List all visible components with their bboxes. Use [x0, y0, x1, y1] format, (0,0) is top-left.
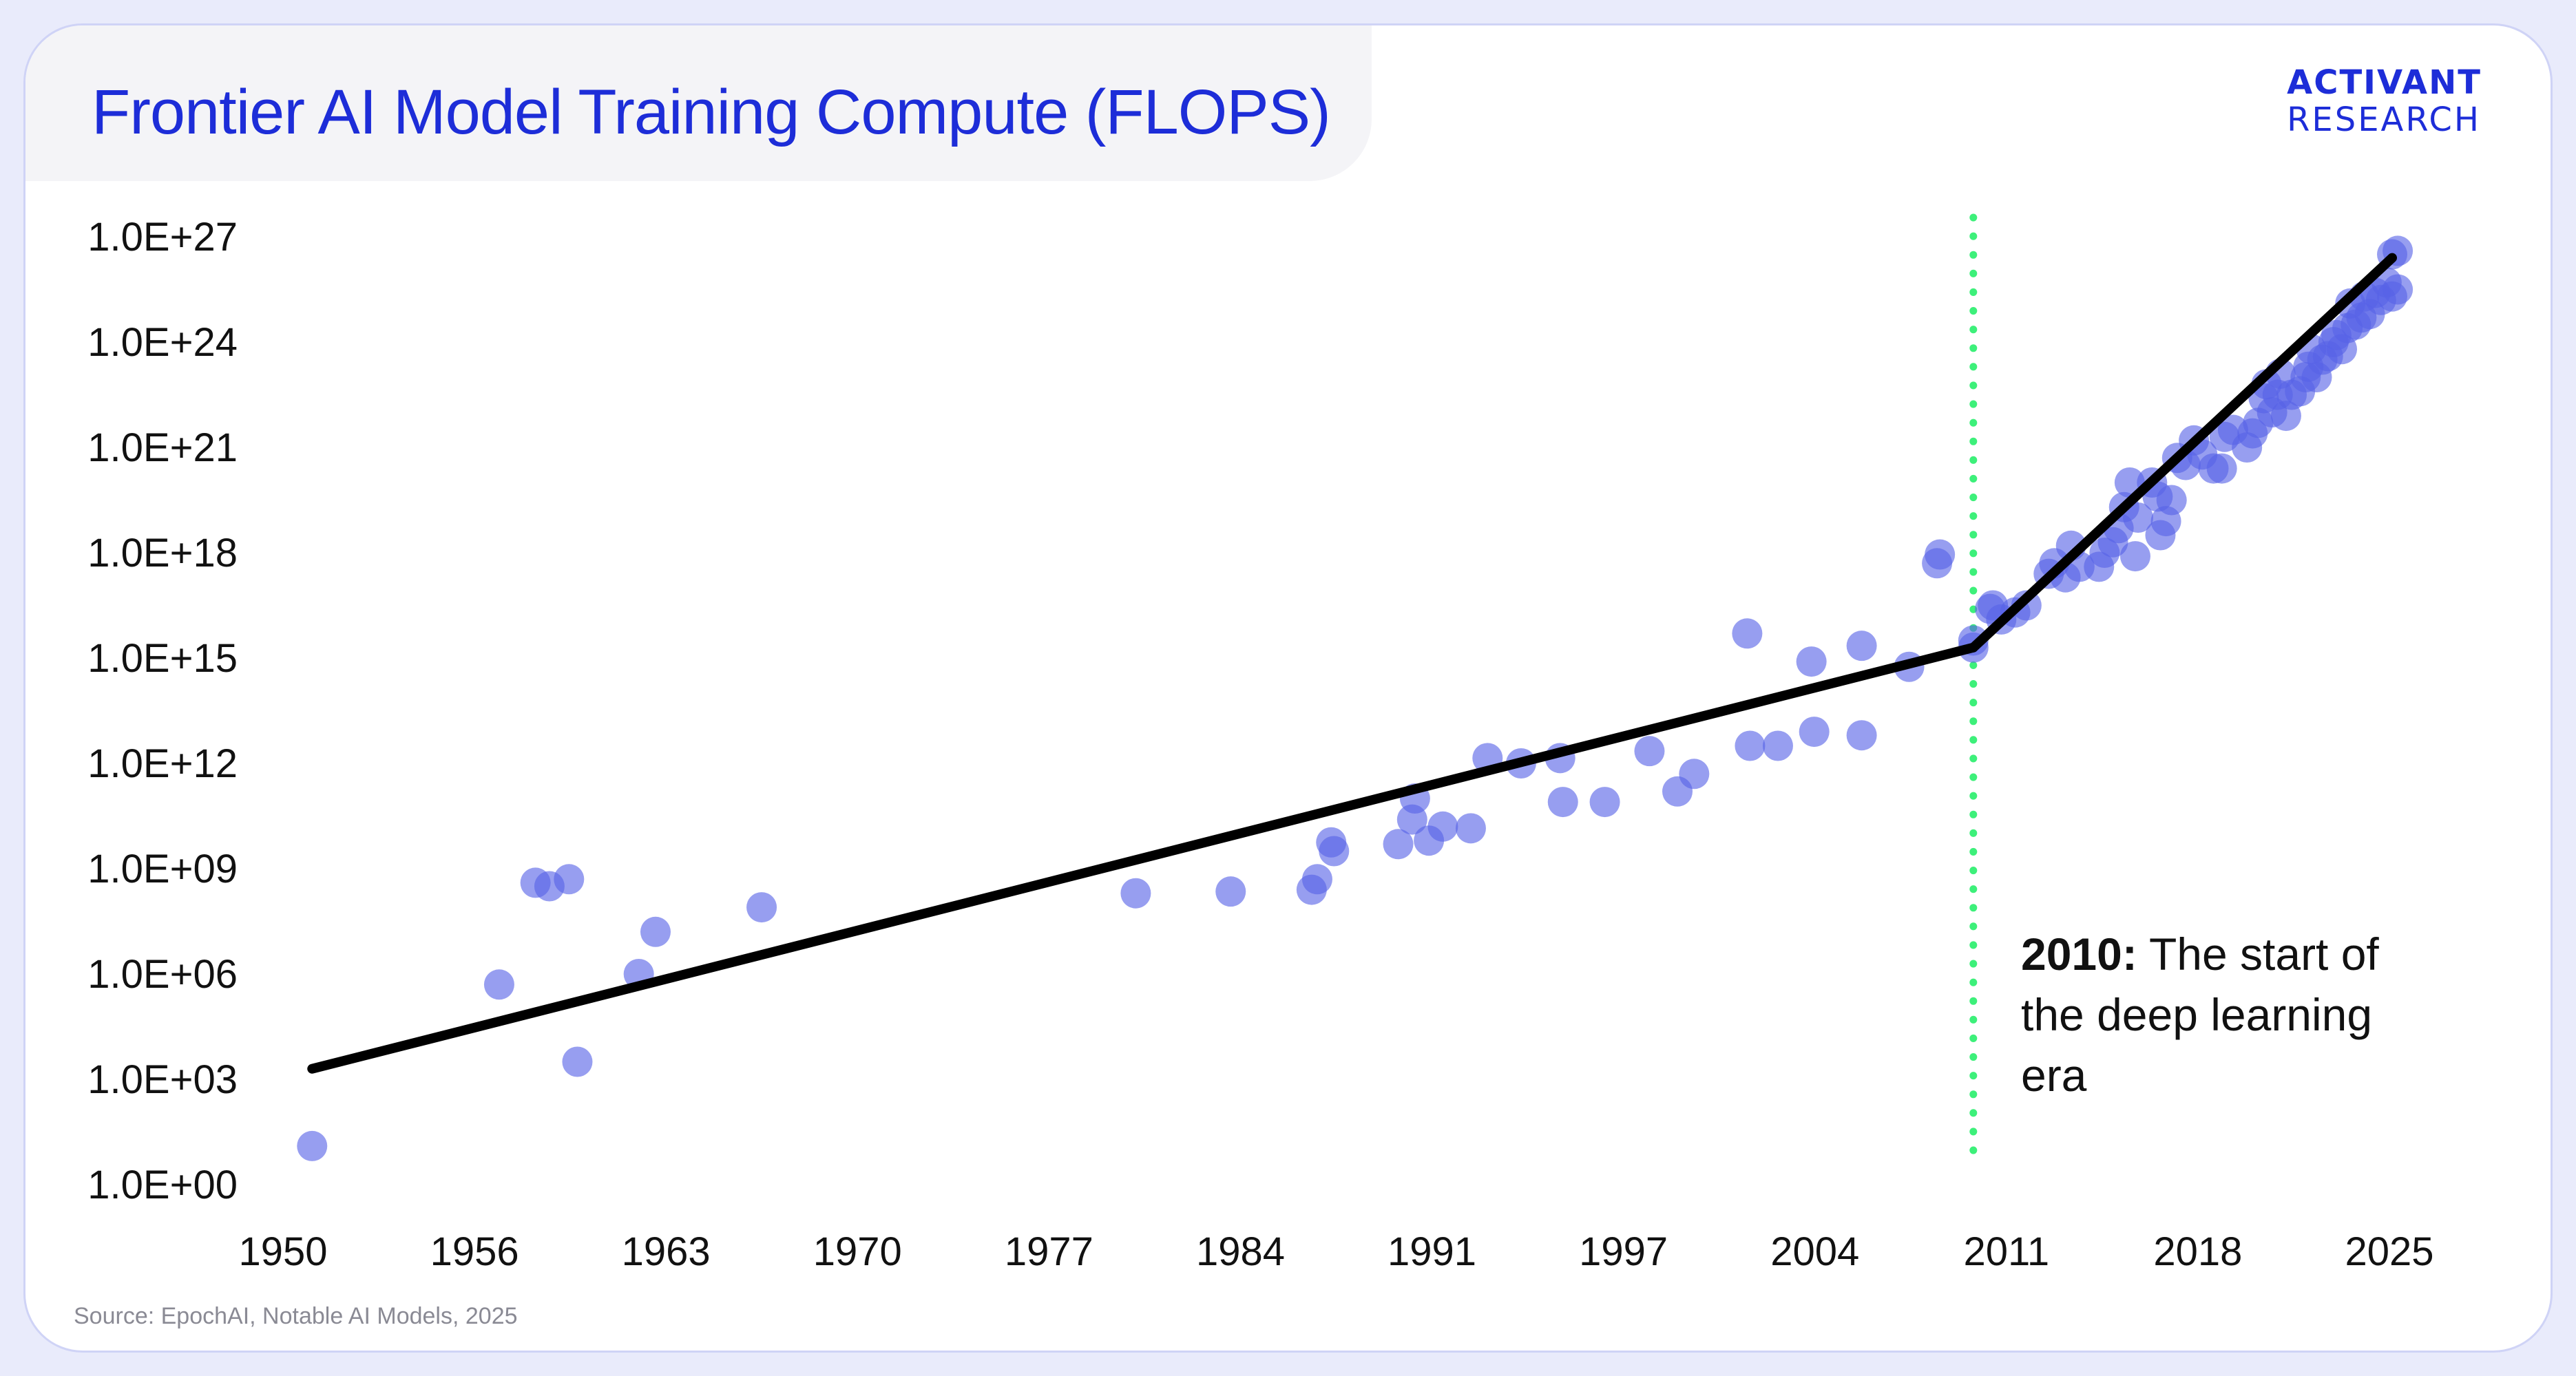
- model-point: [2119, 541, 2150, 572]
- model-point: [1383, 829, 1414, 860]
- chart-title: Frontier AI Model Training Compute (FLOP…: [92, 77, 1331, 147]
- model-point: [1679, 759, 1710, 790]
- y-tick-label: 1.0E+21: [87, 425, 238, 470]
- trend-layer: [307, 253, 2397, 1074]
- x-tick-label: 2025: [2345, 1229, 2433, 1274]
- model-point: [1732, 618, 1763, 649]
- model-point: [1301, 864, 1332, 895]
- y-tick-label: 1.0E+06: [87, 952, 238, 997]
- x-tick-label: 2004: [1770, 1229, 1859, 1274]
- brand-line-2: RESEARCH: [2287, 100, 2481, 139]
- x-tick-label: 1997: [1579, 1229, 1668, 1274]
- model-point: [562, 1046, 593, 1077]
- y-tick-labels: 1.0E+00 1.0E+03 1.0E+06 1.0E+09 1.0E+12 1.0E+…: [87, 215, 238, 1207]
- model-point: [2156, 485, 2187, 516]
- model-point: [746, 892, 777, 923]
- model-point: [554, 864, 585, 895]
- x-tick-label: 1991: [1388, 1229, 1476, 1274]
- model-point: [2383, 274, 2413, 305]
- x-tick-label: 1977: [1005, 1229, 1093, 1274]
- y-tick-label: 1.0E+12: [87, 741, 238, 786]
- model-point: [1762, 730, 1793, 761]
- annotation-year: 2010:: [2021, 929, 2137, 980]
- deep-learning-annotation: 2010: The start of the deep learning era: [2021, 924, 2434, 1105]
- annotation-text: The start of the deep learning era: [2021, 929, 2379, 1101]
- x-tick-labels: 1950 1956 1963 1970 1977 1984 1991 1997 2004 2011…: [238, 1229, 2433, 1274]
- model-point: [1799, 717, 1830, 748]
- model-point: [1735, 730, 1766, 761]
- y-tick-label: 1.0E+18: [87, 531, 238, 575]
- model-point: [1634, 736, 1665, 767]
- model-point: [1589, 787, 1620, 818]
- model-point: [1455, 813, 1486, 844]
- y-tick-label: 1.0E+15: [87, 636, 238, 681]
- y-tick-label: 1.0E+27: [87, 215, 238, 260]
- brand-logo: ACTIVANT RESEARCH: [2287, 64, 2482, 138]
- model-point: [1319, 836, 1350, 867]
- model-point: [1925, 539, 1956, 570]
- y-tick-label: 1.0E+03: [87, 1057, 238, 1102]
- x-tick-label: 2018: [2153, 1229, 2242, 1274]
- brand-line-1: ACTIVANT: [2287, 63, 2482, 102]
- trend-line-post-2010: [1968, 253, 2397, 653]
- model-point: [483, 969, 514, 1000]
- y-tick-label: 1.0E+00: [87, 1163, 238, 1207]
- x-tick-label: 1950: [238, 1229, 327, 1274]
- model-point: [2206, 453, 2237, 484]
- model-point: [1796, 646, 1827, 677]
- model-point: [1547, 787, 1578, 818]
- model-point: [1846, 631, 1877, 661]
- chart-card: Frontier AI Model Training Compute (FLOP…: [23, 23, 2553, 1353]
- model-point: [1215, 876, 1246, 907]
- model-point: [640, 916, 671, 947]
- x-tick-label: 1956: [430, 1229, 519, 1274]
- model-point: [1846, 720, 1877, 751]
- x-tick-label: 1984: [1196, 1229, 1285, 1274]
- source-note: Source: EpochAI, Notable AI Models, 2025: [74, 1303, 518, 1329]
- x-tick-label: 1963: [622, 1229, 711, 1274]
- points-layer: [297, 235, 2413, 1161]
- model-point: [2011, 590, 2042, 621]
- model-point: [1427, 811, 1458, 842]
- x-tick-label: 1970: [813, 1229, 902, 1274]
- model-point: [297, 1130, 328, 1161]
- x-tick-label: 2011: [1963, 1229, 2049, 1274]
- trend-line-pre-2010: [307, 642, 1978, 1074]
- model-point: [2123, 502, 2154, 533]
- y-tick-label: 1.0E+09: [87, 847, 238, 891]
- model-point: [1120, 878, 1151, 909]
- y-tick-label: 1.0E+24: [87, 320, 238, 365]
- title-band: [25, 25, 1372, 181]
